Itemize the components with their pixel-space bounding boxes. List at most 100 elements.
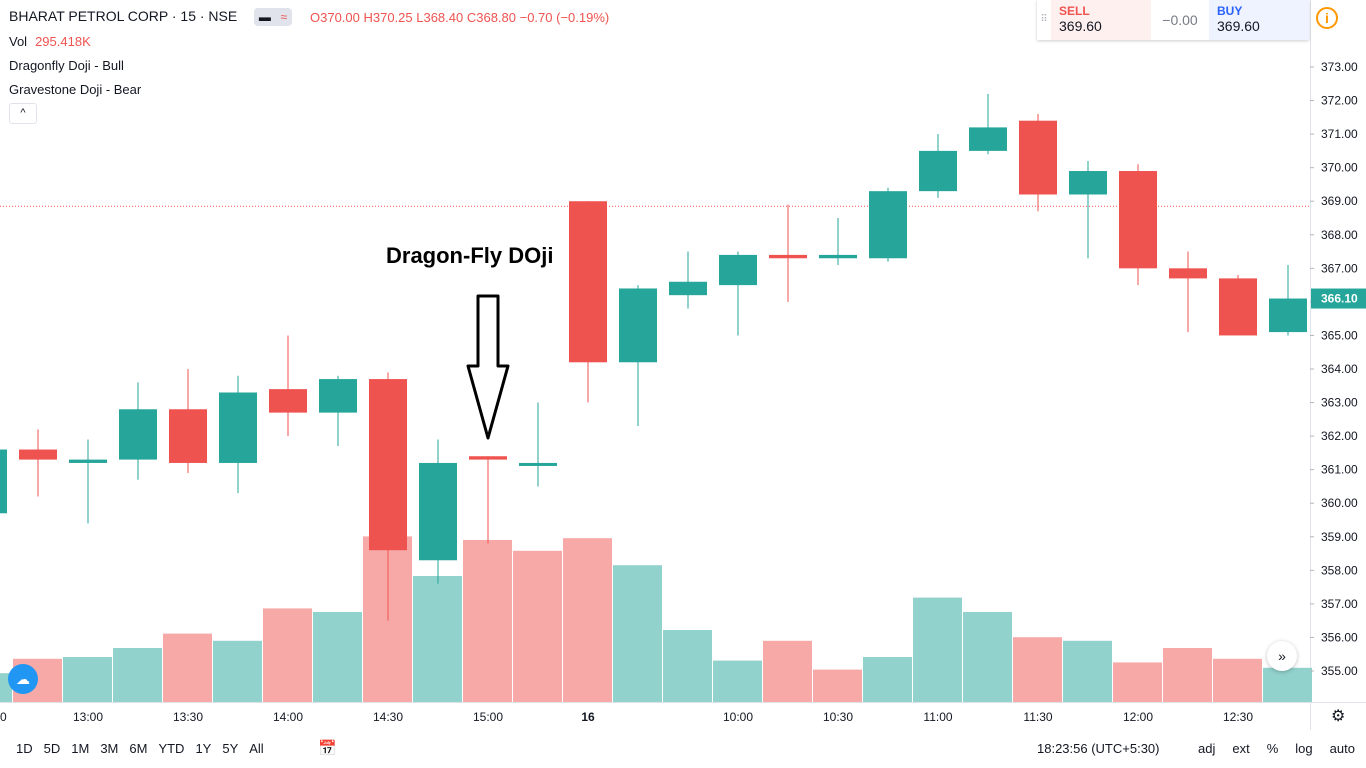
opt-auto[interactable]: auto bbox=[1329, 741, 1355, 756]
range-1d[interactable]: 1D bbox=[16, 741, 33, 756]
buy-button[interactable]: BUY 369.60 bbox=[1209, 0, 1309, 40]
x-tick-label: 13:30 bbox=[173, 710, 203, 724]
candle-body bbox=[1269, 298, 1307, 333]
x-tick-label: 10:30 bbox=[823, 710, 853, 724]
candle-body bbox=[769, 254, 807, 259]
candle-body bbox=[369, 379, 407, 551]
volume-bar bbox=[563, 538, 612, 702]
volume-bar bbox=[263, 608, 312, 702]
candle-body bbox=[869, 191, 907, 259]
volume-bar bbox=[613, 565, 662, 702]
vol-label: Vol bbox=[9, 34, 28, 49]
info-icon[interactable]: i bbox=[1316, 7, 1338, 29]
price-chart[interactable]: 373.00 372.00 371.00 370.00 369.00 368.00 367.… bbox=[0, 0, 1366, 730]
last-price-badge bbox=[1311, 288, 1366, 309]
candle-body bbox=[819, 254, 857, 259]
y-tick-label: 363.00 bbox=[1321, 396, 1358, 410]
tradingview-logo-icon[interactable]: ☁ bbox=[8, 664, 38, 694]
y-tick-label: 362.00 bbox=[1321, 429, 1358, 443]
candle-body bbox=[119, 409, 157, 460]
x-tick-label: 15:00 bbox=[473, 710, 503, 724]
y-tick-label: 372.00 bbox=[1321, 94, 1358, 108]
candle-body bbox=[569, 201, 607, 363]
opt-ext[interactable]: ext bbox=[1232, 741, 1250, 756]
sell-button[interactable]: SELL 369.60 bbox=[1051, 0, 1151, 40]
range-all[interactable]: All bbox=[249, 741, 264, 756]
y-tick-label: 364.00 bbox=[1321, 362, 1358, 376]
candle-body bbox=[1069, 171, 1107, 195]
volume-bar bbox=[1263, 667, 1312, 702]
y-tick-label: 359.00 bbox=[1321, 530, 1358, 544]
y-tick-label: 357.00 bbox=[1321, 597, 1358, 611]
y-tick-label: 360.00 bbox=[1321, 496, 1358, 510]
y-tick-label: 358.00 bbox=[1321, 563, 1358, 577]
candle-body bbox=[69, 459, 107, 463]
bottom-toolbar bbox=[0, 730, 1366, 768]
range-3m[interactable]: 3M bbox=[100, 741, 119, 756]
volume-bar bbox=[763, 640, 812, 702]
candle-body bbox=[319, 379, 357, 413]
x-tick-label: 11:00 bbox=[923, 710, 952, 724]
drag-handle-icon[interactable]: ⠿ bbox=[1040, 14, 1048, 25]
candle-body bbox=[1219, 278, 1257, 336]
y-tick-label: 361.00 bbox=[1321, 463, 1358, 477]
candle-body bbox=[169, 409, 207, 463]
x-tick-label: 14:30 bbox=[373, 710, 403, 724]
range-5d[interactable]: 5D bbox=[43, 741, 61, 756]
candle-body bbox=[619, 288, 657, 363]
range-1m[interactable]: 1M bbox=[71, 741, 90, 756]
annotation-text: Dragon-Fly DOji bbox=[386, 243, 554, 268]
gear-icon[interactable]: ⚙ bbox=[1331, 708, 1346, 725]
vol-value: 295.418K bbox=[35, 34, 91, 49]
range-5y[interactable]: 5Y bbox=[222, 741, 239, 756]
volume-bar bbox=[163, 633, 212, 702]
candle-body bbox=[519, 462, 557, 466]
annotation-arrow bbox=[466, 294, 510, 440]
y-tick-label: 356.00 bbox=[1321, 630, 1358, 644]
volume-bar bbox=[1113, 662, 1162, 702]
clock-display[interactable]: 18:23:56 (UTC+5:30) bbox=[1037, 741, 1160, 756]
volume-bar bbox=[863, 657, 912, 702]
y-tick-label: 373.00 bbox=[1321, 60, 1358, 74]
x-tick-label: 12:00 bbox=[1123, 710, 1153, 724]
x-tick-label: 16 bbox=[581, 710, 595, 724]
candle-body bbox=[719, 254, 757, 286]
range-ytd[interactable]: YTD bbox=[158, 741, 185, 756]
volume-bar bbox=[963, 612, 1012, 702]
y-tick-label: 369.00 bbox=[1321, 194, 1358, 208]
volume-bar bbox=[1163, 648, 1212, 702]
x-tick-label: 14:00 bbox=[273, 710, 303, 724]
volume-indicator[interactable]: Vol 295.418K bbox=[9, 34, 91, 49]
calendar-icon[interactable]: 📅 bbox=[318, 740, 337, 757]
range-6m[interactable]: 6M bbox=[129, 741, 148, 756]
collapse-legend-button[interactable]: ^ bbox=[9, 103, 37, 124]
y-tick-label: 367.00 bbox=[1321, 261, 1358, 275]
opt-log[interactable]: log bbox=[1295, 741, 1313, 756]
candle-body bbox=[19, 449, 57, 460]
candle-body bbox=[669, 281, 707, 296]
volume-bar bbox=[1063, 640, 1112, 702]
opt-adj[interactable]: adj bbox=[1198, 741, 1216, 756]
opt-percent[interactable]: % bbox=[1266, 741, 1279, 756]
trade-panel: ⠿ SELL 369.60 −0.00 BUY 369.60 bbox=[1037, 0, 1309, 40]
symbol-title[interactable]: BHARAT PETROL CORP · 15 · NSE bbox=[9, 8, 238, 24]
candle-body bbox=[919, 150, 957, 192]
x-tick-label: 12:30 bbox=[1223, 710, 1253, 724]
y-tick-label: 355.00 bbox=[1321, 664, 1358, 678]
candle-body bbox=[1019, 120, 1057, 195]
indicator-dragonfly[interactable]: Dragonfly Doji - Bull bbox=[9, 58, 124, 73]
indicator-gravestone[interactable]: Gravestone Doji - Bear bbox=[9, 82, 142, 97]
range-1y[interactable]: 1Y bbox=[195, 741, 212, 756]
x-tick-label: 11:30 bbox=[1023, 710, 1052, 724]
compare-toggle[interactable]: ▬ ≈ bbox=[254, 8, 292, 26]
candle-body bbox=[1119, 171, 1157, 269]
scroll-right-icon[interactable]: » bbox=[1267, 641, 1297, 671]
candle-body bbox=[969, 127, 1007, 151]
volume-bar bbox=[663, 630, 712, 702]
sell-label: SELL bbox=[1059, 4, 1090, 18]
volume-bar bbox=[413, 576, 462, 702]
candle-body bbox=[219, 392, 257, 463]
candle-body bbox=[419, 462, 457, 561]
range-selector: 1D 5D 1M 3M 6M YTD 1Y 5Y All bbox=[16, 741, 275, 756]
y-tick-label: 365.00 bbox=[1321, 328, 1358, 342]
